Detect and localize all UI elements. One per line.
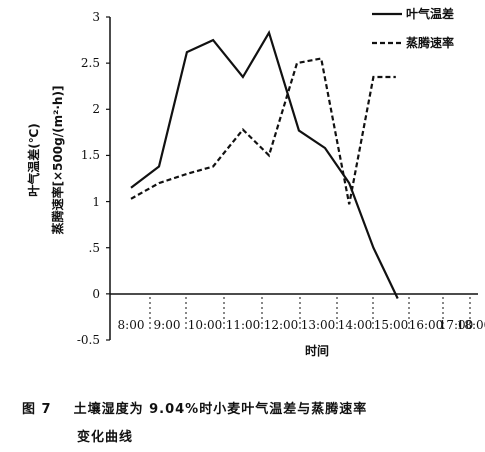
y-axis-title-line2: 蒸腾速率[×500g/(m²·h)] (50, 86, 65, 235)
x-tick-label: 16:00 (409, 318, 444, 332)
x-tick-labels: 8:00 9:00 10:00 11:00 12:00 13:00 14:00 … (118, 318, 485, 332)
series-line-transpiration-rate (130, 57, 396, 205)
x-tick-label: 13:00 (301, 318, 336, 332)
y-tick-label: 2 (92, 102, 100, 116)
x-tick-label: 8:00 (118, 318, 145, 332)
x-axis-title: 时间 (305, 343, 329, 358)
x-tick-label: 9:00 (154, 318, 181, 332)
y-tick-label: 1.5 (81, 148, 100, 162)
caption-line1: 土壤湿度为 9.04%时小麦叶气温差与蒸腾速率 (73, 402, 368, 417)
x-tick-label: 15:00 (374, 318, 409, 332)
y-tick-label: 1 (92, 195, 100, 209)
x-tick-label: 11:00 (226, 318, 261, 332)
x-tick-label: 12:00 (264, 318, 299, 332)
series-line-leaf-air-temp-diff (130, 29, 399, 299)
caption-line2: 变化曲线 (77, 430, 134, 445)
series-layer (130, 29, 399, 299)
y-tick-label: 0 (92, 287, 100, 301)
line-chart: 3 2.5 2 1.5 1 .5 0 -0.5 8:00 9:00 10:00 … (26, 6, 485, 358)
legend: 叶气温差 蒸腾速率 (372, 6, 454, 50)
legend-label-leaf-air-temp-diff: 叶气温差 (406, 6, 454, 21)
y-tick-marks (106, 16, 110, 341)
x-tick-label: 18:00 (457, 318, 485, 332)
y-axis-title-line1: 叶气温差(℃) (26, 123, 41, 197)
x-tick-label: 10:00 (188, 318, 223, 332)
figure-number: 图 7 (22, 402, 52, 417)
y-tick-label: 3 (92, 10, 100, 24)
figure-caption: 图 7 土壤湿度为 9.04%时小麦叶气温差与蒸腾速率 变化曲线 (22, 396, 472, 452)
legend-label-transpiration-rate: 蒸腾速率 (406, 35, 454, 50)
x-tick-label: 17:00 (439, 318, 474, 332)
y-tick-labels: 3 2.5 2 1.5 1 .5 0 -0.5 (77, 10, 100, 347)
y-tick-label: .5 (89, 241, 100, 255)
x-tick-label: 14:00 (338, 318, 373, 332)
y-tick-label: 2.5 (81, 56, 100, 70)
x-tick-marks (109, 297, 471, 330)
y-tick-label: -0.5 (77, 333, 100, 347)
